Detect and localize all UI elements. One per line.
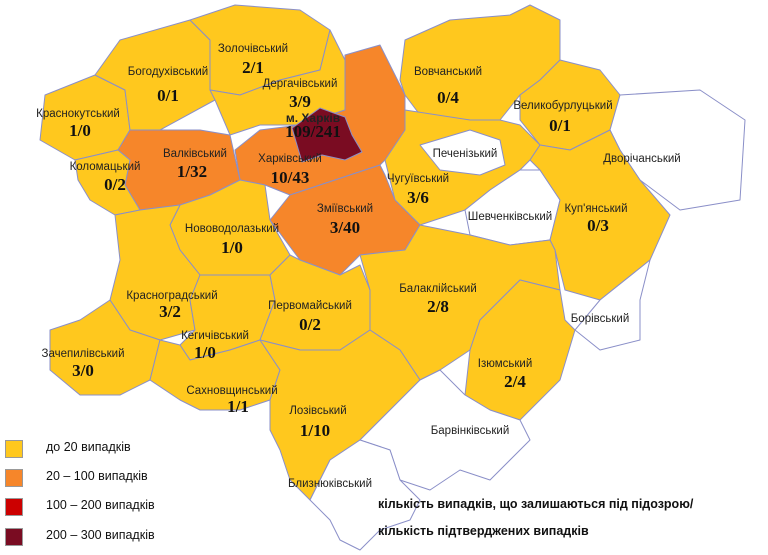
legend-label-low: до 20 випадків: [46, 440, 131, 454]
label-pervomaiskyi: Первомайський: [268, 300, 352, 312]
label-blyzniukivskyi: Близнюківський: [288, 478, 372, 490]
label-iziumskyi: Ізюмський: [477, 358, 533, 370]
label-bohodukhivskyi: Богодухівський: [127, 66, 209, 78]
value-kharkivskyi: 10/43: [270, 168, 310, 187]
value-zmiivskyi: 3/40: [329, 218, 361, 237]
note-line-1: кількість випадків, що залишаються під п…: [378, 497, 694, 511]
label-sakhnovshchynskyi: Сахновщинський: [186, 385, 278, 397]
label-kolomatskyi: Коломацький: [69, 161, 141, 173]
legend-swatch-mid: [5, 469, 23, 487]
value-zachepylivskyi: 3/0: [72, 361, 94, 380]
label-zachepylivskyi: Зачепилівський: [41, 348, 125, 360]
value-zolochivskyi: 2/1: [242, 58, 264, 77]
value-balakliiskyi: 2/8: [427, 297, 449, 316]
label-krasnohradskyi: Красноградський: [126, 290, 218, 302]
value-kharkiv-city: 109/241: [285, 122, 341, 141]
label-barvinkivskyi: Барвінківський: [430, 425, 510, 437]
legend-label-mid: 20 – 100 випадків: [46, 469, 148, 483]
label-krasnokutskyi: Краснокутський: [36, 108, 120, 120]
value-chuhuivskyi: 3/6: [407, 188, 429, 207]
label-pechenizkyi: Печенізький: [432, 148, 498, 160]
value-iziumskyi: 2/4: [504, 372, 526, 391]
value-kolomatskyi: 0/2: [104, 175, 126, 194]
label-zolochivskyi: Золочівський: [217, 43, 289, 55]
value-sakhnovshchynskyi: 1/1: [227, 397, 249, 416]
district-kharkiv-city: [291, 107, 363, 163]
label-derhachivskyi: Дергачівський: [262, 78, 338, 90]
label-zmiivskyi: Зміївський: [316, 203, 374, 215]
legend-label-high: 100 – 200 випадків: [46, 498, 155, 512]
value-lozivskyi: 1/10: [299, 421, 331, 440]
label-borivskyi: Борівський: [570, 313, 630, 325]
label-dvorichanskyi: Дворічанський: [603, 153, 681, 165]
label-kharkivskyi: Харківський: [258, 153, 322, 165]
value-kehychivskyi: 1/0: [194, 343, 216, 362]
value-derhachivskyi: 3/9: [289, 92, 311, 111]
legend-swatch-high: [5, 498, 23, 516]
label-velykoburlutskyi: Великобурлуцький: [513, 100, 613, 112]
value-novovodolazkyi: 1/0: [221, 238, 243, 257]
district-blyzniukivskyi: [309, 439, 421, 551]
label-kharkiv-city: м. Харків: [285, 111, 341, 125]
value-krasnohradskyi: 3/2: [159, 302, 181, 321]
note-line-2: кількість підтверджених випадків: [378, 524, 589, 538]
value-pervomaiskyi: 0/2: [299, 315, 321, 334]
value-kupianskyi: 0/3: [587, 216, 609, 235]
legend-label-top: 200 – 300 випадків: [46, 528, 155, 542]
label-shevchenkivskyi: Шевченківський: [467, 211, 553, 223]
value-valkivskyi: 1/32: [176, 162, 208, 181]
label-kehychivskyi: Кегичівський: [181, 330, 249, 342]
label-kupianskyi: Куп'янський: [564, 203, 628, 215]
legend-swatch-low: [5, 440, 23, 458]
legend-swatch-top: [5, 528, 23, 546]
label-chuhuivskyi: Чугуївський: [386, 173, 450, 185]
value-krasnokutskyi: 1/0: [69, 121, 91, 140]
district-pechenizkyi: [419, 129, 506, 176]
label-lozivskyi: Лозівський: [289, 405, 347, 417]
label-balakliiskyi: Балаклійський: [399, 283, 477, 295]
value-velykoburlutskyi: 0/1: [549, 116, 571, 135]
label-vovchanskyi: Вовчанський: [413, 66, 483, 78]
value-bohodukhivskyi: 0/1: [157, 86, 179, 105]
label-novovodolazkyi: Нововодолазький: [184, 223, 280, 235]
district-iziumskyi: [464, 279, 576, 421]
label-valkivskyi: Валківський: [163, 148, 227, 160]
value-vovchanskyi: 0/4: [437, 88, 459, 107]
